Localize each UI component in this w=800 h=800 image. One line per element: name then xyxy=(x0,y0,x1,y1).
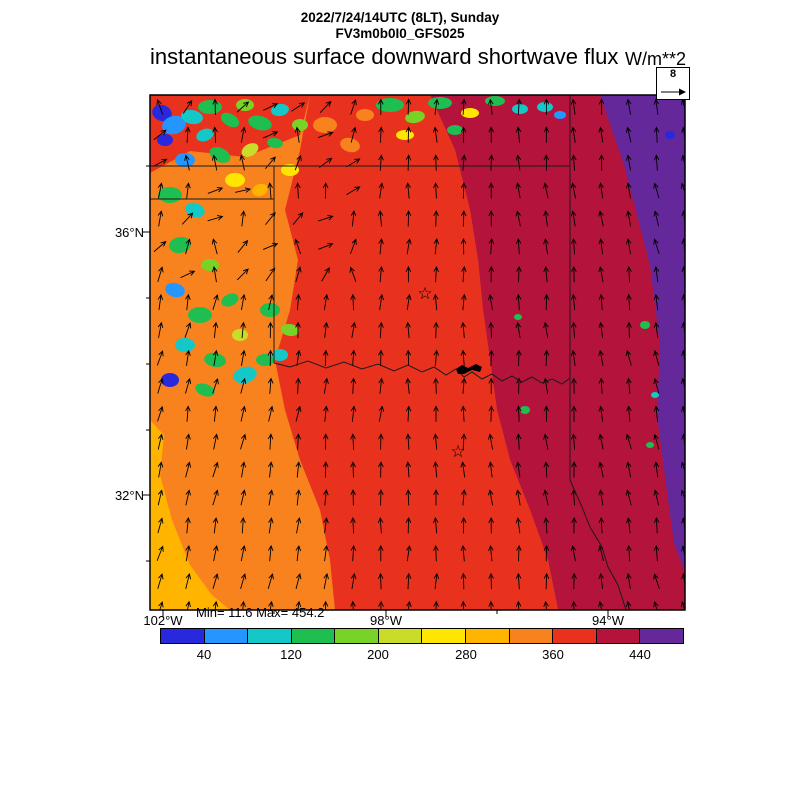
colorbar-segment-2 xyxy=(248,629,292,643)
flux-map: ☆☆ xyxy=(143,94,686,617)
colorbar-tick-440: 440 xyxy=(629,647,651,662)
lat-tick-label-32n: 32°N xyxy=(114,488,144,503)
colorbar-segment-7 xyxy=(466,629,510,643)
colorbar-segment-8 xyxy=(509,629,554,643)
datetime-line: 2022/7/24/14UTC (8LT), Sunday xyxy=(300,10,500,25)
colorbar-segment-11 xyxy=(640,629,683,643)
reference-vector-box: 8 xyxy=(656,67,690,100)
colorbar-segment-1 xyxy=(204,629,249,643)
lake-marker xyxy=(456,364,482,374)
colorbar-tick-40: 40 xyxy=(196,647,212,662)
lon-tick-label-102w: 102°W xyxy=(143,613,183,628)
colorbar-segment-6 xyxy=(422,629,467,643)
reference-vector-value: 8 xyxy=(669,68,677,80)
colorbar-segment-9 xyxy=(553,629,597,643)
colorbar-segment-3 xyxy=(291,629,336,643)
min-max-stats: Min= 11.6 Max= 454.2 xyxy=(196,605,325,620)
colorbar-segment-10 xyxy=(596,629,641,643)
colorbar-tick-200: 200 xyxy=(367,647,389,662)
lon-tick-label-94w: 94°W xyxy=(592,613,624,628)
colorbar-segment-5 xyxy=(378,629,423,643)
reference-vector-arrow-icon xyxy=(661,88,686,96)
lon-tick-label-98w: 98°W xyxy=(370,613,402,628)
axis-ticks xyxy=(143,165,609,617)
colorbar-tick-120: 120 xyxy=(280,647,302,662)
units-label: W/m**2 xyxy=(624,49,686,69)
colorbar-tick-360: 360 xyxy=(542,647,564,662)
wind-vector-arrows xyxy=(152,98,685,610)
state-borders xyxy=(150,95,627,610)
plot-title: instantaneous surface downward shortwave… xyxy=(150,44,619,69)
colorbar-segment-4 xyxy=(335,629,379,643)
colorbar xyxy=(160,628,684,644)
lat-tick-label-36n: 36°N xyxy=(114,225,144,240)
colorbar-segment-0 xyxy=(161,629,205,643)
field-layer: ☆☆ xyxy=(150,95,685,610)
city-star-marker: ☆ xyxy=(450,442,465,462)
city-star-marker: ☆ xyxy=(417,284,432,304)
map-frame xyxy=(149,94,686,611)
colorbar-tick-280: 280 xyxy=(455,647,477,662)
model-run-line: FV3m0b0I0_GFS025 xyxy=(335,26,465,41)
